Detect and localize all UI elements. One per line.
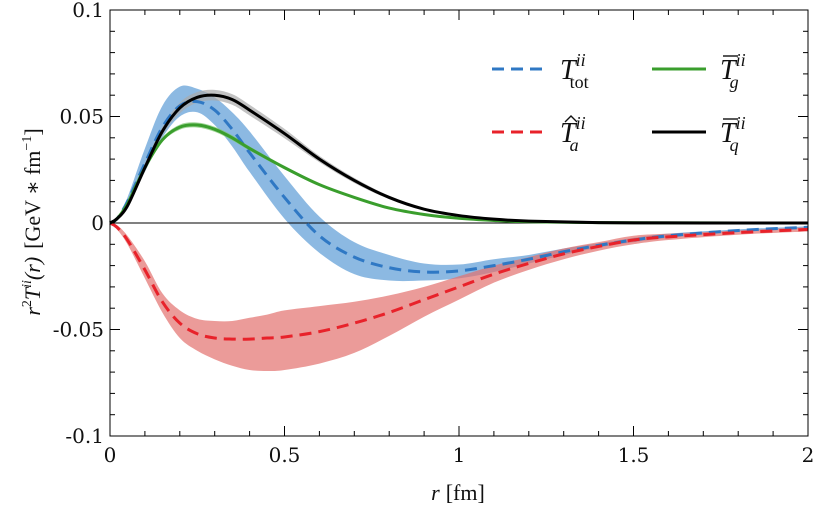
series-lines (109, 93, 809, 341)
axis-ticks (109, 9, 809, 437)
x-tick-label: 1.5 (618, 443, 650, 467)
band-a (110, 223, 808, 372)
tick-labels: 0 0.5 1 1.5 2 -0.1 -0.05 0 0.05 0.1 (53, 0, 815, 467)
legend-hat-accent (564, 115, 578, 123)
y-tick-label: 0.05 (59, 105, 104, 129)
line-a (109, 221, 809, 341)
x-axis-label: r [fm] (431, 480, 485, 505)
legend: Tii tot Tii a Tii g Tii q (492, 50, 746, 155)
band-q (110, 89, 808, 223)
x-tick-label: 2 (802, 443, 815, 467)
y-tick-label: 0.1 (72, 0, 104, 22)
legend-label-a: Tii a (560, 113, 586, 155)
x-tick-label: 0.5 (269, 443, 301, 467)
legend-entry-g: Tii g (652, 50, 746, 92)
line-q (109, 93, 809, 225)
legend-entry-a: Tii a (492, 113, 586, 155)
y-axis-label: r2Tii(r)[GeV∗fm−1] (20, 128, 45, 315)
x-tick-label: 0 (104, 443, 117, 467)
legend-entry-q: Tii q (652, 113, 746, 155)
y-tick-label: -0.1 (65, 424, 104, 448)
legend-label-tot: Tii tot (560, 50, 589, 92)
legend-entry-tot: Tii tot (492, 50, 589, 92)
y-tick-label: 0 (91, 211, 104, 235)
line-tot (109, 99, 809, 274)
x-tick-label: 1 (453, 443, 466, 467)
legend-label-q: Tii q (720, 113, 746, 155)
y-tick-label: -0.05 (53, 318, 104, 342)
legend-label-g: Tii g (720, 50, 746, 92)
